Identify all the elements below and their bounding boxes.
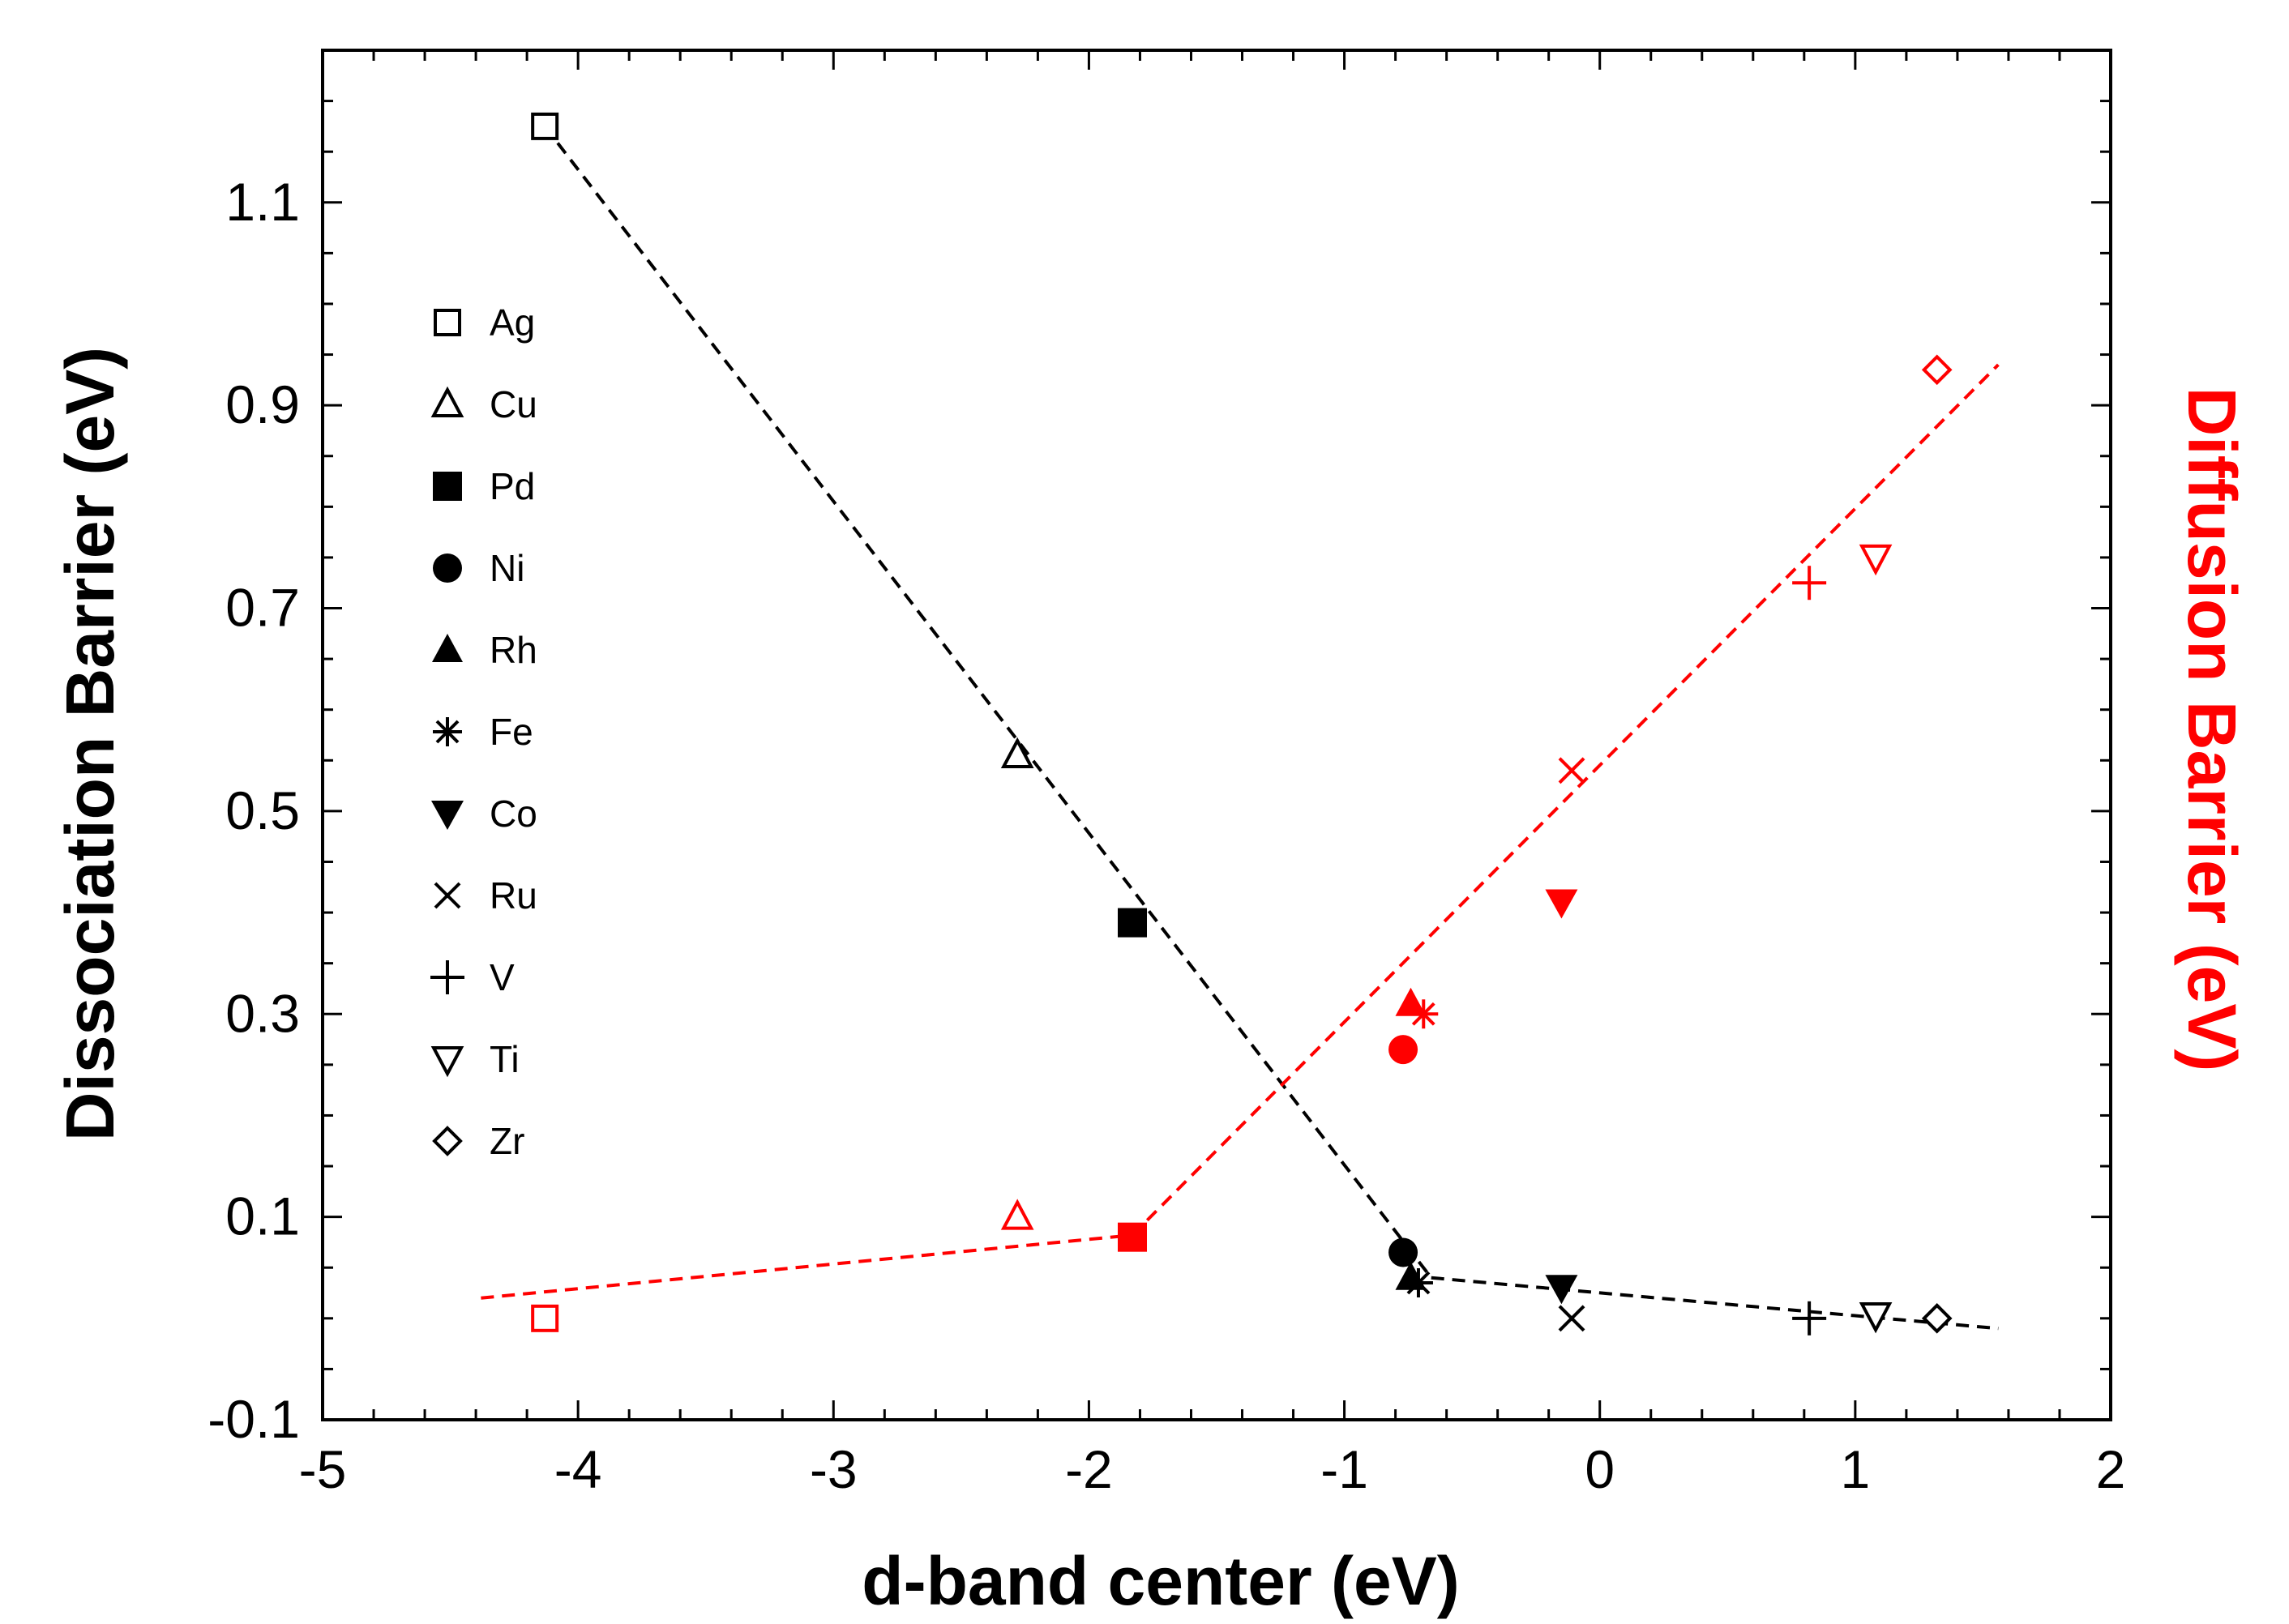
legend-label-ag: Ag [490,301,535,344]
legend-label-ni: Ni [490,547,524,589]
fit-line-dissociation [1431,1276,1999,1331]
data-point-dissociation-ag [531,112,559,140]
data-point-dissociation-zr [1921,1302,1953,1334]
data-point-dissociation-co [1545,1275,1578,1305]
data-point-dissociation-pd [1118,908,1148,938]
legend-marker-ru [434,882,461,909]
plot-frame [321,49,2112,1421]
data-point-diffusion-ni [1388,1035,1418,1065]
data-point-diffusion-zr [1921,354,1953,386]
axis-ticks: -5 -4 -3 -2 -1 0 1 2 -0.1 0.1 0.3 0.5 0.7 0.9 1.1 [208,50,2125,1499]
x-tick-label: -5 [299,1439,347,1499]
fit-line-diffusion [1131,363,2000,1237]
legend-label-cu: Cu [490,383,537,425]
data-point-dissociation-ru [1558,1305,1585,1332]
data-point-dissociation-ti [1859,1302,1893,1334]
fit-line-diffusion [481,1233,1133,1300]
data-point-diffusion-ti [1859,544,1893,576]
x-tick-label: -1 [1320,1439,1368,1499]
data-point-diffusion-cu [1000,1199,1034,1230]
data-point-dissociation-cu [1000,737,1034,769]
legend-label-fe: Fe [490,711,533,753]
legend-label-pd: Pd [490,465,535,507]
x-tick-label: -2 [1065,1439,1113,1499]
y-tick-label: 0.5 [225,780,300,840]
legend-label-ru: Ru [490,874,537,917]
legend-marker-v [430,960,464,994]
y-tick-label: 0.3 [225,983,300,1043]
y-axis-title: Dissociation Barrier (eV) [52,347,128,1141]
x-tick-label: 0 [1585,1439,1615,1499]
data-points-layer [531,112,1953,1336]
data-point-diffusion-ru [1558,757,1585,784]
data-point-dissociation-ni [1388,1237,1418,1267]
legend-label-v: V [490,956,515,998]
data-point-diffusion-ag [531,1304,559,1332]
legend-marker-zr [432,1126,463,1156]
data-point-diffusion-v [1792,566,1827,600]
y-tick-label: 0.7 [225,578,300,638]
y2-axis-title: Diffusion Barrier (eV) [2174,387,2250,1072]
plot-border [321,49,2112,1421]
x-tick-label: 1 [1840,1439,1870,1499]
legend: Ag Cu Pd Ni Rh Fe Co Ru V Ti Zr [430,301,537,1162]
legend-label-zr: Zr [490,1120,524,1162]
legend-label-co: Co [490,793,537,835]
legend-marker-cu [430,386,464,417]
legend-marker-ni [433,553,462,583]
fit-line-dissociation [543,125,1433,1279]
legend-marker-fe [433,717,462,746]
x-axis-title: d-band center (eV) [862,1543,1459,1619]
x-tick-label: 2 [2096,1439,2126,1499]
y-tick-label: 0.1 [225,1186,300,1246]
data-point-diffusion-co [1545,889,1578,919]
data-point-dissociation-v [1792,1301,1827,1336]
legend-label-ti: Ti [490,1038,520,1080]
legend-marker-pd [433,472,462,501]
legend-label-rh: Rh [490,629,537,671]
legend-marker-rh [432,634,463,662]
legend-marker-ti [430,1046,464,1078]
y-tick-label: -0.1 [208,1389,300,1449]
y-tick-label: 1.1 [225,172,300,232]
x-tick-label: -3 [810,1439,858,1499]
data-point-diffusion-pd [1118,1222,1148,1252]
data-point-diffusion-fe [1409,999,1439,1029]
legend-marker-co [431,801,464,830]
data-point-dissociation-fe [1403,1268,1433,1297]
fit-lines-layer [481,125,2000,1331]
x-tick-label: -4 [554,1439,602,1499]
y-tick-label: 0.9 [225,374,300,434]
legend-marker-ag [434,309,461,336]
